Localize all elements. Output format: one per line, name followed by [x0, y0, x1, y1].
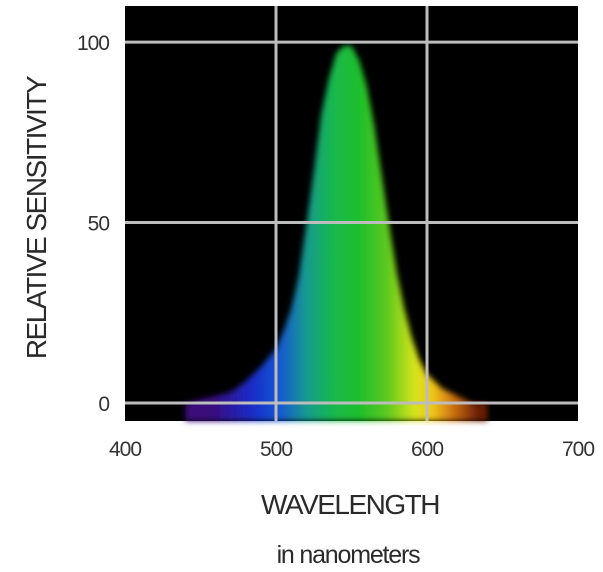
x-tick-label-400: 400 — [109, 438, 141, 461]
y-tick-label-0: 0 — [98, 393, 109, 416]
tick-label-layer: 400 500 600 700 0 50 100 — [77, 32, 595, 461]
y-tick-label-50: 50 — [88, 213, 110, 236]
x-axis-subtitle: in nanometers — [277, 541, 421, 569]
x-axis-title: WAVELENGTH — [261, 489, 439, 520]
sensitivity-curve-layer — [185, 45, 488, 421]
x-tick-label-500: 500 — [260, 438, 292, 461]
grid-layer — [125, 6, 578, 421]
sensitivity-curve-area — [185, 45, 488, 421]
x-tick-label-700: 700 — [562, 438, 594, 461]
x-tick-label-600: 600 — [411, 438, 443, 461]
y-axis-title: RELATIVE SENSITIVITY — [21, 75, 52, 359]
y-tick-label-100: 100 — [77, 32, 109, 55]
